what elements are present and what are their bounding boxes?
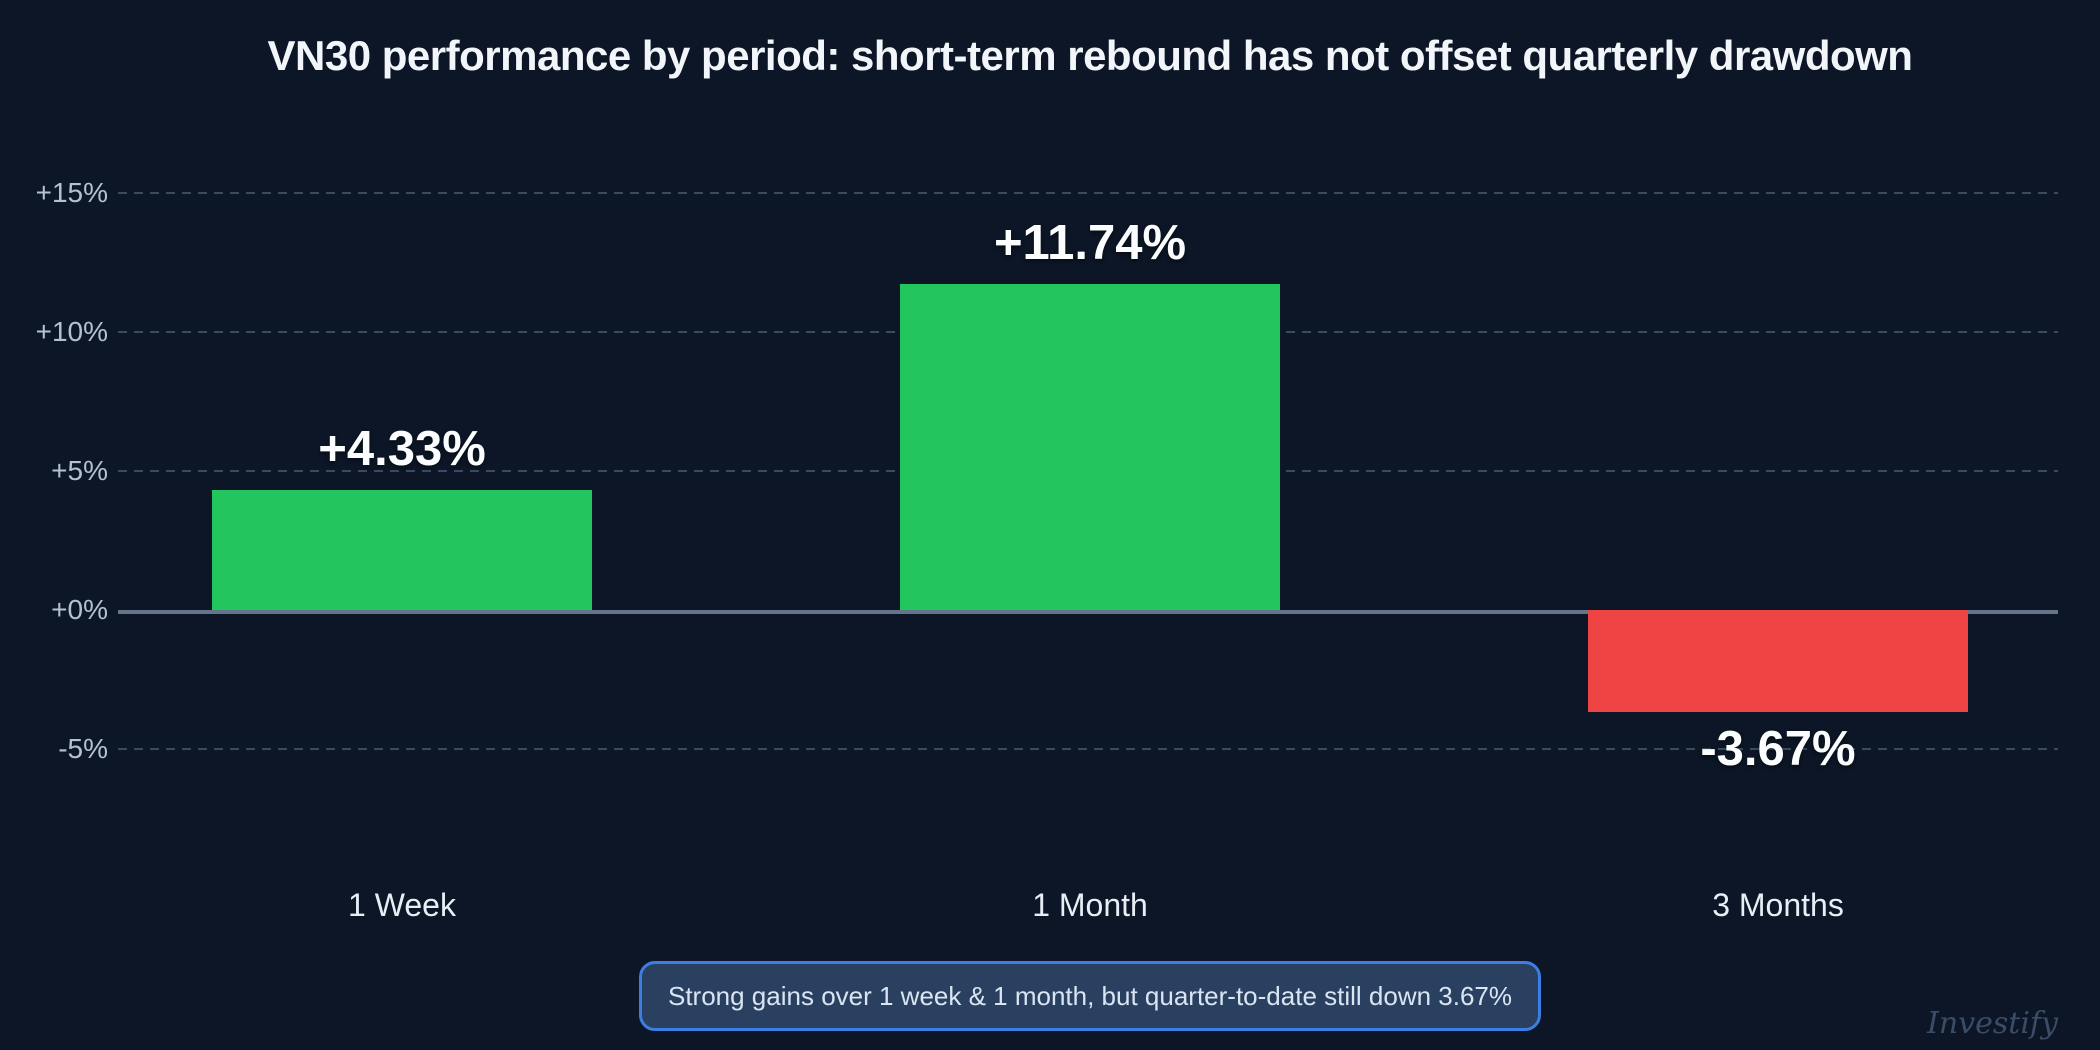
y-tick-label: +10%: [35, 316, 108, 347]
y-gridline: [118, 192, 2058, 194]
bar-3-months: [1588, 610, 1968, 713]
x-category-label: 1 Week: [348, 887, 456, 923]
y-tick-label: +0%: [51, 594, 108, 625]
bar-1-month: [900, 283, 1280, 610]
annotation-box: Strong gains over 1 week & 1 month, but …: [638, 961, 1542, 1031]
bar-value-label: -3.67%: [1700, 722, 1856, 777]
annotation-row: Strong gains over 1 week & 1 month, but …: [80, 961, 2100, 1031]
y-tick-label: -5%: [58, 733, 108, 764]
y-tick-label: +15%: [35, 177, 108, 208]
bar-1-week: [212, 489, 592, 610]
annotation-text: Strong gains over 1 week & 1 month, but …: [667, 980, 1513, 1011]
chart-title: VN30 performance by period: short-term r…: [267, 32, 1913, 79]
bar-value-label: +4.33%: [318, 421, 486, 476]
x-category-label: 1 Month: [1032, 887, 1148, 923]
y-gridline: [118, 748, 2058, 750]
watermark: Investify: [1927, 1006, 2058, 1041]
bar-value-label: +11.74%: [993, 215, 1187, 270]
y-tick-label: +5%: [51, 455, 108, 486]
x-category-label: 3 Months: [1712, 887, 1844, 923]
zero-axis-line: [118, 610, 2058, 614]
